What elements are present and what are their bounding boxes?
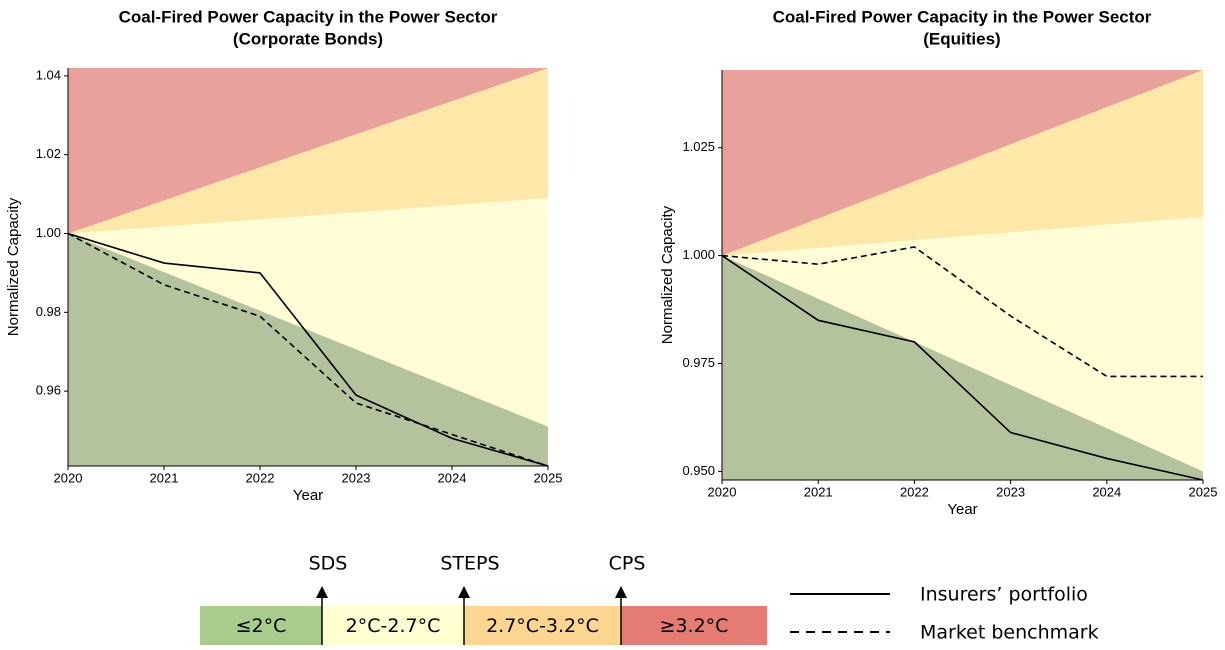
y-tick-label: 0.950 [682,463,715,478]
x-tick-label: 2025 [1189,484,1218,499]
scenario-area [722,255,1203,480]
chart-title: Coal-Fired Power Capacity in the Power S… [119,7,498,26]
band-swatch [464,606,621,645]
y-tick-label: 0.96 [36,383,61,398]
band-label: ≤2°C [236,615,287,637]
y-tick-label: 1.02 [36,146,61,161]
y-axis-label: Normalized Capacity [659,205,676,344]
y-tick-label: 1.025 [682,139,715,154]
x-tick-label: 2020 [708,484,737,499]
arrow-head [615,586,627,598]
chart-title: Coal-Fired Power Capacity in the Power S… [773,7,1152,26]
band-label: ≥3.2°C [660,615,729,637]
band-swatch [322,606,464,645]
x-tick-label: 2024 [438,470,467,485]
x-tick-label: 2022 [246,470,275,485]
series-line [721,254,1204,481]
legend-label: Insurers’ portfolio [920,584,1088,606]
scenario-label: CPS [609,553,646,575]
band-swatch [621,606,767,645]
y-tick-label: 0.975 [682,355,715,370]
y-tick-label: 1.04 [36,67,61,82]
x-tick-label: 2020 [54,470,83,485]
y-tick-label: 1.00 [36,225,61,240]
series-line [721,246,1203,378]
arrow-head [316,586,328,598]
x-tick-label: 2025 [534,470,563,485]
scenario-area [68,233,548,466]
y-tick-label: 1.000 [682,247,715,262]
chart-subtitle: (Equities) [923,29,1000,48]
x-tick-label: 2023 [996,484,1025,499]
x-tick-label: 2021 [804,484,833,499]
chart-subtitle: (Corporate Bonds) [233,29,383,48]
x-tick-label: 2021 [150,470,179,485]
scenario-label: SDS [309,553,348,575]
x-tick-label: 2022 [900,484,929,499]
arrow-head [458,586,470,598]
band-swatch [200,606,322,645]
y-axis-label: Normalized Capacity [5,197,22,336]
series-line [67,232,549,467]
y-tick-label: 0.98 [36,304,61,319]
x-axis-label: Year [293,487,323,504]
band-label: 2°C-2.7°C [346,615,441,637]
x-tick-label: 2023 [342,470,371,485]
x-tick-label: 2024 [1092,484,1121,499]
legend-label: Market benchmark [920,622,1099,644]
scenario-label: STEPS [440,553,499,575]
x-axis-label: Year [947,501,977,518]
band-label: 2.7°C-3.2°C [486,615,599,637]
series-line [67,232,549,467]
